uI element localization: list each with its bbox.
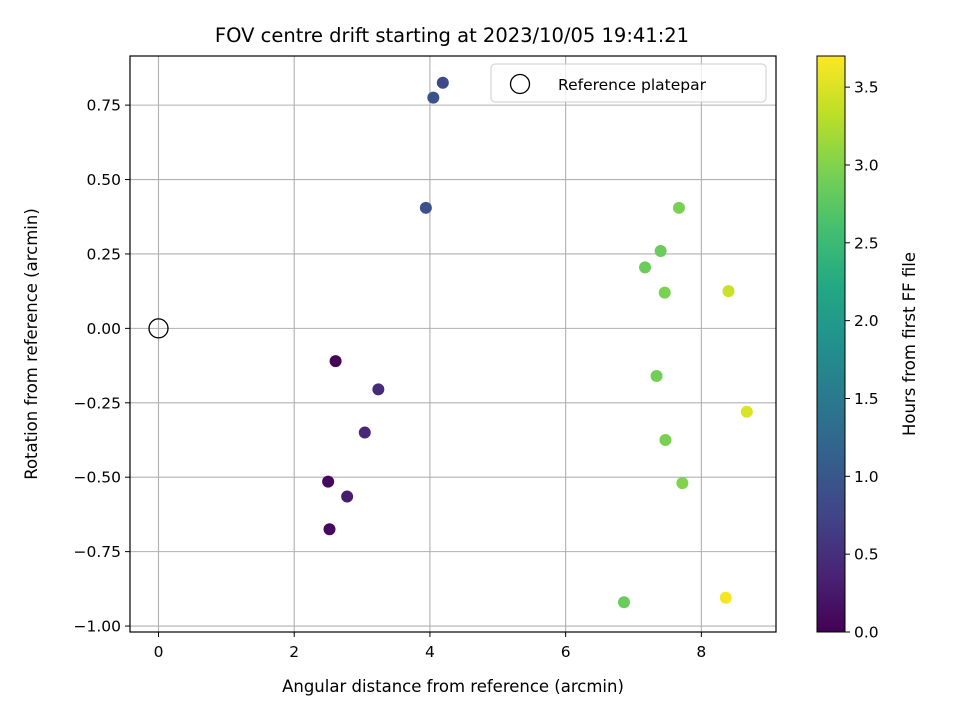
- scatter-points: [148, 76, 753, 609]
- scatter-point: [650, 370, 663, 382]
- y-axis-label: Rotation from reference (arcmin): [22, 208, 41, 480]
- colorbar-tick-label: 2.0: [854, 312, 879, 330]
- legend-box: [490, 63, 767, 103]
- scatter-point: [639, 261, 652, 274]
- scatter-point: [618, 596, 630, 609]
- scatter-point: [322, 475, 335, 488]
- colorbar-tick-label: 3.5: [854, 79, 879, 97]
- y-tick-label: −0.75: [74, 543, 122, 561]
- scatter-point: [323, 523, 336, 536]
- x-tick-label: 8: [696, 643, 706, 661]
- scatter-point: [740, 405, 753, 418]
- colorbar: [816, 55, 846, 633]
- scatter-point: [722, 285, 735, 298]
- scatter-point: [658, 286, 671, 299]
- scatter-point: [676, 477, 689, 490]
- scatter-point: [719, 591, 732, 604]
- colorbar-tick-label: 0.0: [854, 624, 879, 642]
- colorbar-tick-label: 2.5: [854, 234, 879, 252]
- scatter-point: [672, 201, 685, 214]
- scatter-point: [358, 426, 371, 439]
- scatter-point: [654, 244, 667, 257]
- x-axis-label: Angular distance from reference (arcmin): [282, 677, 624, 696]
- y-tick-label: 0.50: [86, 171, 121, 189]
- colorbar-tick-label: 0.5: [854, 546, 879, 564]
- chart-title: FOV centre drift starting at 2023/10/05 …: [215, 24, 689, 47]
- colorbar-label: Hours from first FF file: [900, 252, 919, 436]
- y-tick-label: 0.25: [86, 245, 121, 263]
- colorbar-tick-label: 1.5: [854, 390, 879, 408]
- y-tick-label: −0.25: [74, 394, 122, 412]
- scatter-point: [659, 434, 672, 446]
- x-tick-label: 2: [289, 643, 299, 661]
- scatter-point: [419, 201, 432, 214]
- reference-point: [148, 318, 169, 339]
- plot-frame: [129, 55, 777, 633]
- grid: [130, 56, 776, 632]
- scatter-point: [436, 76, 449, 89]
- legend-marker: [509, 73, 531, 95]
- x-tick-label: 4: [425, 643, 435, 661]
- axis-ticks: 0 2 4 6 8 −1.00 −0.75 −0.50 −0.25 0.00 0.25 0.50 0.7…: [74, 97, 707, 661]
- scatter-point: [372, 383, 385, 396]
- scatter-point: [329, 355, 342, 368]
- y-tick-label: −0.50: [74, 469, 122, 487]
- scatter-point: [341, 490, 354, 503]
- colorbar-ticks: 0.0 0.5 1.0 1.5 2.0 2.5 3.0 3.5: [845, 79, 879, 642]
- y-tick-label: 0.00: [86, 320, 121, 338]
- scatter-point: [427, 91, 440, 104]
- legend-label: Reference platepar: [558, 76, 707, 94]
- legend: Reference platepar: [490, 63, 767, 103]
- x-tick-label: 0: [154, 643, 164, 661]
- x-tick-label: 6: [561, 643, 571, 661]
- y-tick-label: 0.75: [86, 97, 121, 115]
- y-tick-label: −1.00: [74, 618, 122, 636]
- colorbar-tick-label: 3.0: [854, 156, 879, 174]
- colorbar-tick-label: 1.0: [854, 468, 879, 486]
